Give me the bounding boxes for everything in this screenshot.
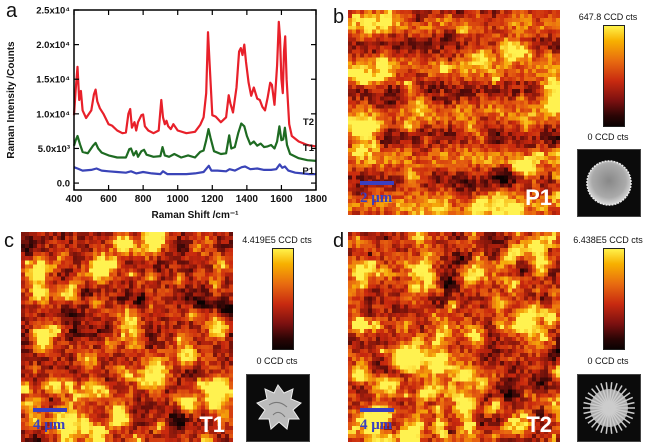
particle-spike — [608, 407, 618, 433]
x-axis-label: Raman Shift /cm⁻¹ — [152, 210, 240, 221]
scale-bar — [360, 408, 394, 412]
scale-bar — [360, 181, 394, 185]
sem-image-p1 — [577, 149, 641, 217]
particle-icon — [586, 160, 632, 206]
raman-map-t1: 4 μm T1 — [21, 232, 233, 442]
sem-image-t2 — [577, 374, 641, 442]
y-tick-label: 0.0 — [57, 179, 70, 190]
particle-spike — [608, 383, 618, 409]
particle-spike — [600, 407, 610, 433]
particle-icon — [256, 384, 302, 430]
particle-spike — [587, 392, 610, 409]
colorbar — [603, 248, 625, 350]
raman-map-t2: 4 μm T2 — [348, 232, 560, 442]
particle-spike — [608, 407, 631, 424]
particle-spike — [583, 407, 610, 415]
particle-spike — [584, 407, 610, 420]
colorbar-min-label: 0 CCD cts — [587, 132, 629, 142]
particle-spike — [608, 401, 635, 409]
x-tick-label: 800 — [135, 194, 152, 205]
plot-frame — [73, 9, 317, 191]
scale-bar — [33, 408, 67, 412]
sample-label: T2 — [526, 412, 552, 437]
x-tick-label: 400 — [66, 194, 83, 205]
y-tick-label: 1.0x10⁴ — [36, 109, 70, 120]
panel-letter-c: c — [4, 230, 14, 252]
colorbar-min-label: 0 CCD cts — [256, 356, 298, 366]
particle-spike — [608, 396, 634, 409]
x-ticks: 400 600 800 1000 1200 1400 1600 1800 — [66, 10, 328, 205]
particle-spike — [591, 407, 610, 428]
particle-spike — [595, 385, 610, 409]
x-tick-label: 600 — [100, 194, 117, 205]
particle-spike — [608, 407, 634, 420]
particle-spike — [608, 407, 635, 415]
x-tick-label: 1000 — [167, 194, 190, 205]
series-line-t1 — [72, 122, 317, 162]
panel-letter-a: a — [6, 0, 18, 22]
sample-label: T1 — [199, 412, 225, 437]
particle-icon — [583, 382, 635, 434]
panel-letter-b: b — [333, 6, 345, 28]
sem-image-t1 — [246, 374, 310, 442]
particle-spike — [608, 382, 613, 409]
particle-spike — [605, 407, 610, 434]
plot-lines — [72, 20, 317, 176]
sample-label: P1 — [525, 185, 552, 210]
y-axis-label: Raman Intensity /Counts — [6, 41, 17, 159]
series-label-t1: T1 — [303, 143, 315, 154]
particle-spike — [595, 407, 610, 431]
particle-spike — [608, 407, 627, 428]
particle-spike — [608, 385, 623, 409]
map-canvas-t2 — [348, 232, 560, 442]
colorbar — [272, 248, 294, 350]
x-tick-label: 1800 — [305, 194, 328, 205]
colorbar-max-label: 4.419E5 CCD cts — [242, 235, 312, 245]
colorbar-min-label: 0 CCD cts — [587, 356, 629, 366]
colorbar-max-label: 6.438E5 CCD cts — [573, 235, 643, 245]
y-tick-label: 1.5x10⁴ — [36, 75, 70, 86]
map-canvas-p1 — [348, 10, 560, 215]
scale-bar-label: 4 μm — [360, 417, 393, 433]
y-tick-label: 5.0x10³ — [38, 144, 70, 155]
map-canvas-t1 — [21, 232, 233, 442]
colorbar-max-label: 647.8 CCD cts — [578, 12, 638, 22]
particle-spike — [600, 383, 610, 409]
series-line-t2 — [72, 20, 317, 148]
series-line-p1 — [73, 163, 316, 176]
particle-spike — [584, 396, 610, 409]
raman-map-p1: 2 μm P1 — [348, 10, 560, 215]
particle-spike — [608, 388, 627, 409]
x-tick-label: 1200 — [201, 194, 224, 205]
scale-bar-label: 2 μm — [360, 190, 393, 206]
series-label-t2: T2 — [303, 117, 314, 128]
series-label-p1: P1 — [302, 166, 314, 177]
colorbar — [603, 25, 625, 127]
scale-bar-label: 4 μm — [33, 417, 66, 433]
y-ticks: 0.0 5.0x10³ 1.0x10⁴ 1.5x10⁴ 2.0x10⁴ 2.5x10⁴ — [36, 6, 316, 190]
particle-spike — [591, 388, 610, 409]
x-tick-label: 1400 — [236, 194, 259, 205]
x-tick-label: 1600 — [270, 194, 293, 205]
raman-spectra-chart: 0.0 5.0x10³ 1.0x10⁴ 1.5x10⁴ 2.0x10⁴ 2.5x10⁴ 4… — [6, 6, 328, 222]
panel-letter-d: d — [333, 230, 345, 252]
series-labels: T2 T1 P1 — [302, 117, 314, 177]
particle-spike — [608, 392, 631, 409]
particle-spike — [583, 401, 610, 409]
y-tick-label: 2.5x10⁴ — [36, 6, 70, 17]
particle-spike — [605, 382, 610, 409]
particle-spike — [608, 407, 613, 434]
y-tick-label: 2.0x10⁴ — [36, 40, 70, 51]
particle-spike — [608, 407, 623, 431]
particle-spike — [587, 407, 610, 424]
